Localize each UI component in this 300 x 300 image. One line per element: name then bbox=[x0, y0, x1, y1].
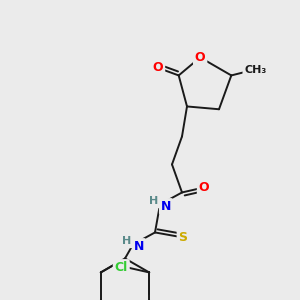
Text: Cl: Cl bbox=[115, 261, 128, 274]
Text: O: O bbox=[195, 51, 206, 64]
Text: N: N bbox=[161, 200, 171, 213]
Text: H: H bbox=[122, 236, 132, 246]
Text: O: O bbox=[153, 61, 163, 74]
Text: S: S bbox=[178, 231, 188, 244]
Text: O: O bbox=[199, 181, 209, 194]
Text: N: N bbox=[134, 240, 144, 253]
Text: H: H bbox=[149, 196, 159, 206]
Text: CH₃: CH₃ bbox=[244, 65, 266, 75]
